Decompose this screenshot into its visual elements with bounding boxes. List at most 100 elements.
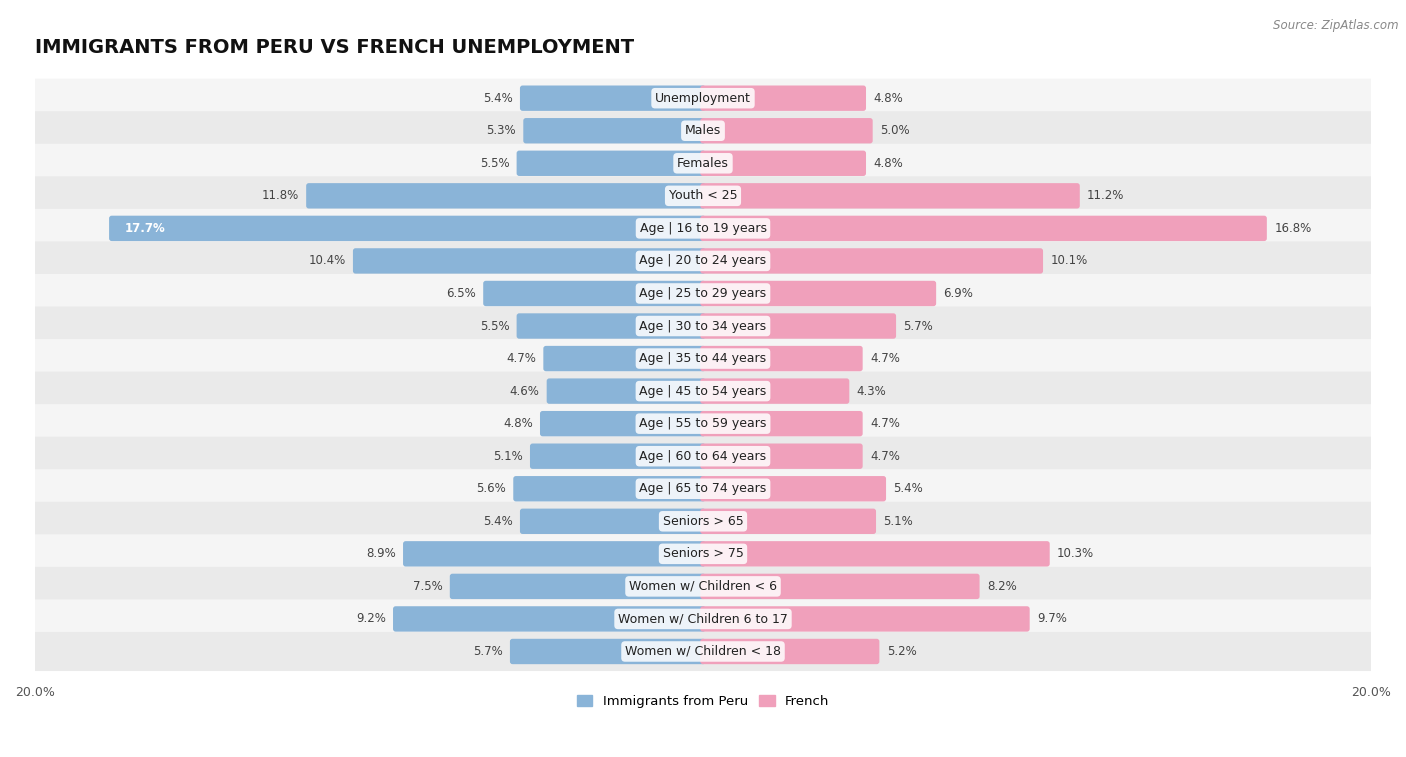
FancyBboxPatch shape [700,509,876,534]
Text: 7.5%: 7.5% [413,580,443,593]
FancyBboxPatch shape [700,346,863,371]
Text: 4.3%: 4.3% [856,385,886,397]
Text: 4.6%: 4.6% [509,385,540,397]
Text: Age | 16 to 19 years: Age | 16 to 19 years [640,222,766,235]
Text: 8.9%: 8.9% [366,547,395,560]
FancyBboxPatch shape [30,404,1376,443]
FancyBboxPatch shape [700,216,1267,241]
Text: 9.2%: 9.2% [356,612,385,625]
FancyBboxPatch shape [30,632,1376,671]
FancyBboxPatch shape [30,79,1376,118]
FancyBboxPatch shape [30,567,1376,606]
FancyBboxPatch shape [700,151,866,176]
FancyBboxPatch shape [700,183,1080,208]
Text: Females: Females [678,157,728,170]
Text: Age | 25 to 29 years: Age | 25 to 29 years [640,287,766,300]
Text: 4.7%: 4.7% [506,352,536,365]
Text: 10.4%: 10.4% [308,254,346,267]
FancyBboxPatch shape [30,241,1376,280]
Text: 5.3%: 5.3% [486,124,516,137]
Text: 4.8%: 4.8% [873,92,903,104]
FancyBboxPatch shape [30,307,1376,345]
Legend: Immigrants from Peru, French: Immigrants from Peru, French [571,690,835,713]
FancyBboxPatch shape [700,411,863,436]
FancyBboxPatch shape [520,509,706,534]
Text: 5.7%: 5.7% [904,319,934,332]
FancyBboxPatch shape [700,541,1050,566]
FancyBboxPatch shape [700,281,936,306]
Text: Women w/ Children < 18: Women w/ Children < 18 [626,645,780,658]
FancyBboxPatch shape [30,502,1376,540]
Text: 5.4%: 5.4% [482,515,513,528]
FancyBboxPatch shape [30,144,1376,182]
Text: 5.4%: 5.4% [893,482,924,495]
FancyBboxPatch shape [516,313,706,338]
Text: 5.5%: 5.5% [479,157,509,170]
Text: Unemployment: Unemployment [655,92,751,104]
FancyBboxPatch shape [30,372,1376,410]
FancyBboxPatch shape [110,216,706,241]
FancyBboxPatch shape [394,606,706,631]
Text: 9.7%: 9.7% [1038,612,1067,625]
Text: 8.2%: 8.2% [987,580,1017,593]
FancyBboxPatch shape [30,339,1376,378]
Text: 17.7%: 17.7% [125,222,166,235]
Text: 4.8%: 4.8% [503,417,533,430]
FancyBboxPatch shape [353,248,706,273]
Text: 4.7%: 4.7% [870,417,900,430]
FancyBboxPatch shape [700,444,863,469]
FancyBboxPatch shape [700,248,1043,273]
FancyBboxPatch shape [520,86,706,111]
FancyBboxPatch shape [540,411,706,436]
Text: 6.5%: 6.5% [446,287,475,300]
Text: 4.7%: 4.7% [870,352,900,365]
FancyBboxPatch shape [700,639,879,664]
Text: Age | 65 to 74 years: Age | 65 to 74 years [640,482,766,495]
Text: Age | 60 to 64 years: Age | 60 to 64 years [640,450,766,463]
Text: 5.6%: 5.6% [477,482,506,495]
FancyBboxPatch shape [700,378,849,403]
FancyBboxPatch shape [700,574,980,599]
Text: 11.2%: 11.2% [1087,189,1125,202]
Text: Seniors > 75: Seniors > 75 [662,547,744,560]
FancyBboxPatch shape [516,151,706,176]
Text: 4.7%: 4.7% [870,450,900,463]
Text: 6.9%: 6.9% [943,287,973,300]
FancyBboxPatch shape [700,606,1029,631]
FancyBboxPatch shape [484,281,706,306]
Text: 11.8%: 11.8% [262,189,299,202]
Text: Age | 20 to 24 years: Age | 20 to 24 years [640,254,766,267]
Text: 5.2%: 5.2% [887,645,917,658]
Text: 10.1%: 10.1% [1050,254,1088,267]
FancyBboxPatch shape [30,176,1376,215]
Text: 10.3%: 10.3% [1057,547,1094,560]
Text: Age | 30 to 34 years: Age | 30 to 34 years [640,319,766,332]
FancyBboxPatch shape [30,534,1376,573]
Text: 5.5%: 5.5% [479,319,509,332]
FancyBboxPatch shape [513,476,706,501]
Text: 16.8%: 16.8% [1274,222,1312,235]
FancyBboxPatch shape [307,183,706,208]
Text: 5.0%: 5.0% [880,124,910,137]
Text: 5.1%: 5.1% [494,450,523,463]
Text: Age | 35 to 44 years: Age | 35 to 44 years [640,352,766,365]
Text: Women w/ Children 6 to 17: Women w/ Children 6 to 17 [619,612,787,625]
FancyBboxPatch shape [523,118,706,143]
Text: 5.4%: 5.4% [482,92,513,104]
FancyBboxPatch shape [543,346,706,371]
FancyBboxPatch shape [700,86,866,111]
Text: Seniors > 65: Seniors > 65 [662,515,744,528]
FancyBboxPatch shape [700,118,873,143]
FancyBboxPatch shape [530,444,706,469]
Text: Women w/ Children < 6: Women w/ Children < 6 [628,580,778,593]
Text: Males: Males [685,124,721,137]
Text: 5.7%: 5.7% [472,645,502,658]
FancyBboxPatch shape [700,313,896,338]
FancyBboxPatch shape [30,111,1376,151]
Text: Youth < 25: Youth < 25 [669,189,737,202]
FancyBboxPatch shape [30,600,1376,638]
Text: Source: ZipAtlas.com: Source: ZipAtlas.com [1274,19,1399,32]
FancyBboxPatch shape [547,378,706,403]
Text: IMMIGRANTS FROM PERU VS FRENCH UNEMPLOYMENT: IMMIGRANTS FROM PERU VS FRENCH UNEMPLOYM… [35,38,634,57]
Text: Age | 55 to 59 years: Age | 55 to 59 years [640,417,766,430]
